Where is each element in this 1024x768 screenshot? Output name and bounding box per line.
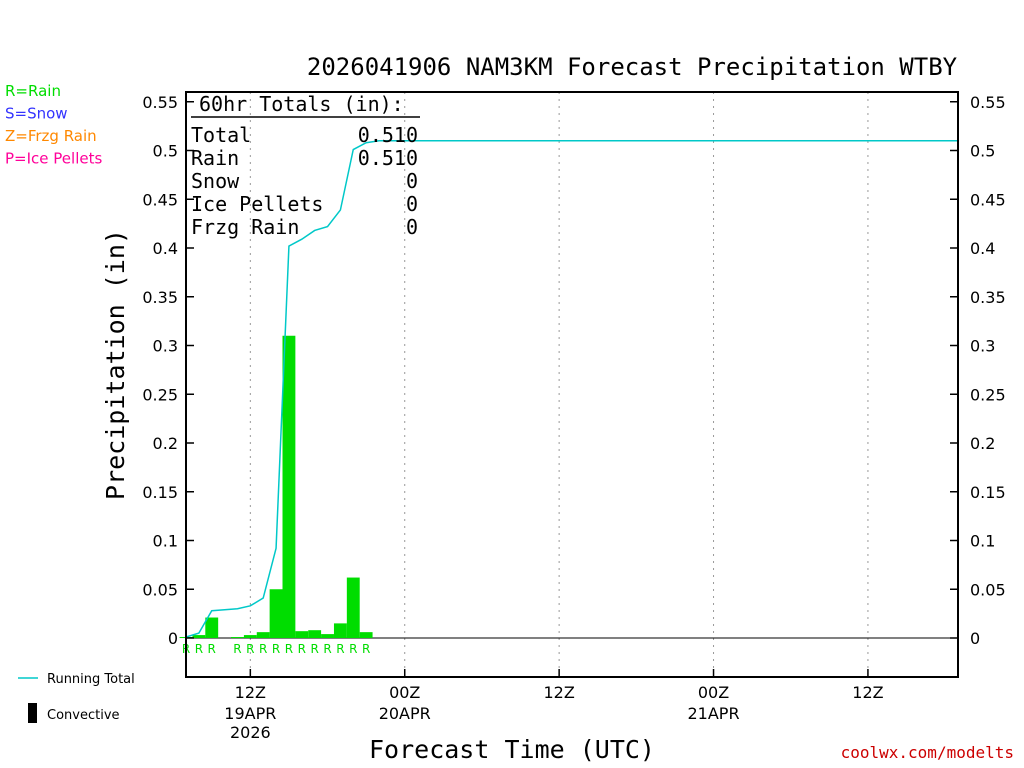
y-tick-label: 0.05 bbox=[142, 580, 178, 599]
totals-row-value: 0.510 bbox=[358, 146, 418, 170]
chart-title: 2026041906 NAM3KM Forecast Precipitation… bbox=[307, 53, 958, 81]
plot-frame bbox=[185, 91, 959, 678]
x-axis-label: Forecast Time (UTC) bbox=[369, 735, 655, 764]
ptype-label: R bbox=[195, 642, 203, 656]
precip-bar bbox=[308, 630, 322, 638]
y-tick-label: 0 bbox=[970, 629, 980, 648]
running-total-line bbox=[185, 140, 958, 638]
totals-row-label: Rain bbox=[191, 146, 239, 170]
totals-row-value: 0 bbox=[406, 192, 418, 216]
y-tick-label: 0.55 bbox=[970, 93, 1006, 112]
y-tick-label: 0.3 bbox=[970, 337, 995, 356]
y-tick-label: 0.3 bbox=[153, 337, 178, 356]
y-tick-label: 0.55 bbox=[142, 93, 178, 112]
precip-bar bbox=[321, 634, 334, 638]
totals-row-label: Ice Pellets bbox=[191, 192, 323, 216]
y-tick-label: 0.1 bbox=[153, 532, 178, 551]
precip-bar bbox=[192, 635, 206, 638]
precip-bar bbox=[231, 637, 244, 639]
x-tick-label: 00Z bbox=[698, 683, 729, 702]
totals-row-value: 0 bbox=[406, 215, 418, 239]
x-tick-year: 2026 bbox=[230, 723, 271, 742]
x-tick-label: 00Z bbox=[389, 683, 420, 702]
totals-row-label: Total bbox=[191, 123, 251, 147]
y-tick-label: 0.15 bbox=[970, 483, 1006, 502]
y-tick-label: 0.15 bbox=[142, 483, 178, 502]
y-tick-label: 0.1 bbox=[970, 532, 995, 551]
y-tick-label: 0 bbox=[168, 629, 178, 648]
y-tick-label: 0.5 bbox=[970, 142, 995, 161]
y-tick-label: 0.25 bbox=[142, 385, 178, 404]
ptype-label: R bbox=[349, 642, 357, 656]
ptype-label: R bbox=[336, 642, 344, 656]
ptype-label: R bbox=[298, 642, 306, 656]
precip-bar bbox=[333, 623, 347, 638]
precip-bar bbox=[205, 617, 219, 638]
totals-heading: 60hr Totals (in): bbox=[199, 92, 404, 116]
y-tick-label: 0.2 bbox=[970, 434, 995, 453]
y-axis-label: Precipitation (in) bbox=[101, 229, 130, 500]
ptype-label: R bbox=[259, 642, 267, 656]
precip-bar bbox=[282, 335, 296, 638]
totals-row-label: Snow bbox=[191, 169, 240, 193]
totals-row-value: 0.510 bbox=[358, 123, 418, 147]
y-tick-label: 0.35 bbox=[970, 288, 1006, 307]
y-tick-label: 0.5 bbox=[153, 142, 178, 161]
x-tick-date: 21APR bbox=[687, 704, 739, 723]
ptype-legend-item: Z=Frzg Rain bbox=[5, 127, 97, 145]
y-tick-label: 0.4 bbox=[153, 239, 178, 258]
x-tick-label: 12Z bbox=[852, 683, 883, 702]
precip-bar bbox=[243, 635, 257, 638]
ptype-label: R bbox=[272, 642, 280, 656]
precip-bar bbox=[295, 631, 309, 638]
ptype-label: R bbox=[208, 642, 216, 656]
watermark: coolwx.com/modelts bbox=[840, 743, 1014, 762]
ptype-label: R bbox=[362, 642, 370, 656]
ptype-label: R bbox=[285, 642, 293, 656]
y-tick-label: 0.35 bbox=[142, 288, 178, 307]
convective-legend-label: Convective bbox=[47, 708, 120, 723]
x-tick-date: 19APR bbox=[224, 704, 276, 723]
ptype-label: R bbox=[233, 642, 241, 656]
ptype-label: R bbox=[246, 642, 254, 656]
ptype-legend-item: S=Snow bbox=[5, 105, 68, 123]
y-tick-label: 0.2 bbox=[153, 434, 178, 453]
precip-bar bbox=[346, 577, 360, 638]
totals-row-label: Frzg Rain bbox=[191, 215, 299, 239]
y-tick-label: 0.45 bbox=[142, 190, 178, 209]
precip-bar bbox=[359, 632, 373, 638]
ptype-legend-item: P=Ice Pellets bbox=[5, 150, 102, 168]
x-tick-label: 12Z bbox=[235, 683, 266, 702]
precip-bar bbox=[269, 589, 283, 638]
y-tick-label: 0.4 bbox=[970, 239, 995, 258]
running-total-legend-label: Running Total bbox=[47, 672, 135, 687]
y-tick-label: 0.25 bbox=[970, 385, 1006, 404]
convective-legend-swatch bbox=[28, 703, 37, 723]
precip-bar bbox=[256, 632, 270, 638]
totals-row-value: 0 bbox=[406, 169, 418, 193]
x-tick-date: 20APR bbox=[379, 704, 431, 723]
x-tick-label: 12Z bbox=[543, 683, 574, 702]
ptype-label: R bbox=[310, 642, 318, 656]
y-tick-label: 0.45 bbox=[970, 190, 1006, 209]
ptype-legend-item: R=Rain bbox=[5, 82, 61, 100]
y-tick-label: 0.05 bbox=[970, 580, 1006, 599]
ptype-label: R bbox=[323, 642, 331, 656]
